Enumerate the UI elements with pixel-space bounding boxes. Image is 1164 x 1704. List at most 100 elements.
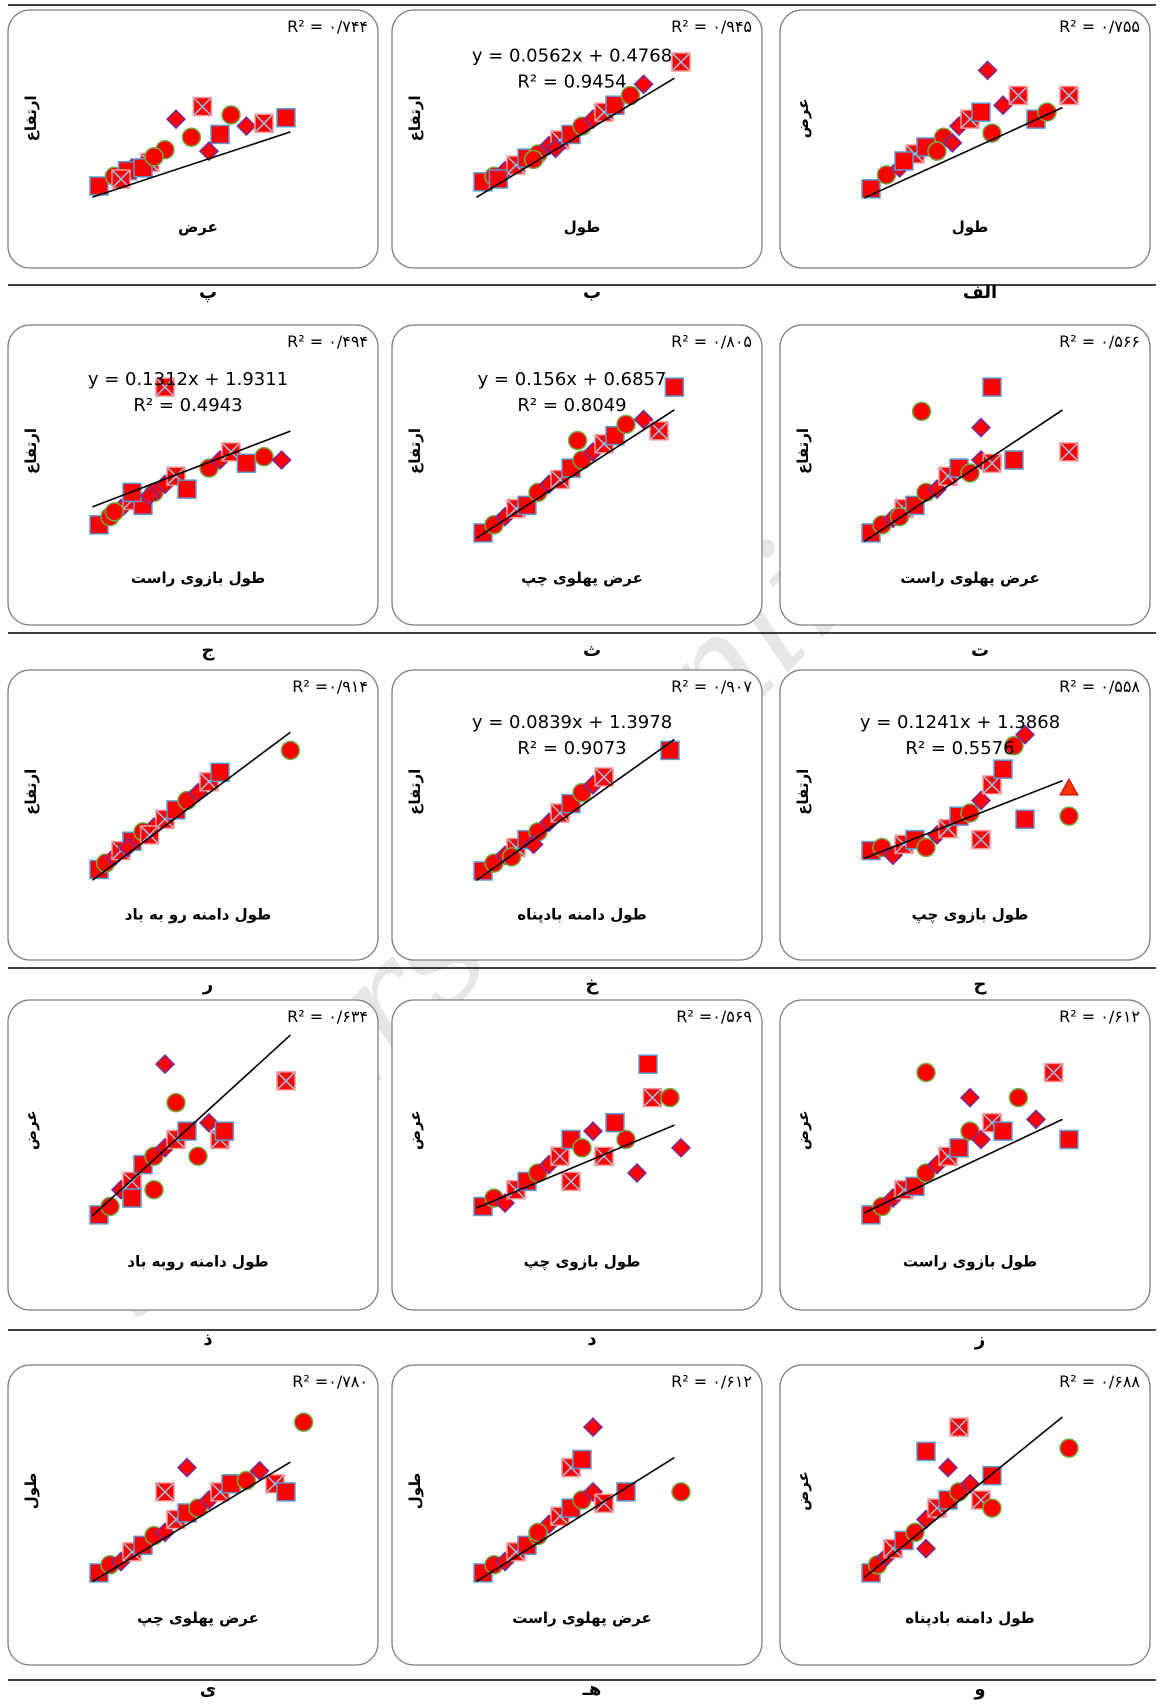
data-point — [1059, 777, 1079, 796]
chart-panel-he2: R² = ۰/۶۱۲ عرض پهلوی راست طول — [391, 1364, 763, 1666]
data-point — [927, 141, 947, 161]
chart-panel-ye: R² =۰/۷۸۰ عرض پهلوی چپ طول — [7, 1364, 379, 1666]
x-axis-label: طول بازوی چپ — [524, 1253, 641, 1272]
trend-equation: y = 0.156x + 0.6857 — [478, 369, 667, 390]
r-squared-label: R² = ۰/۶۳۴ — [287, 1007, 368, 1026]
data-point — [276, 1482, 296, 1502]
data-point — [254, 447, 274, 467]
panel-frame — [7, 324, 379, 626]
data-point — [176, 1457, 198, 1478]
data-point — [122, 1188, 142, 1208]
panel-caption: ر — [202, 974, 213, 995]
data-point — [670, 1137, 692, 1158]
trend-line — [863, 409, 1063, 542]
panel-caption: د — [587, 1329, 596, 1350]
data-point — [937, 1457, 959, 1478]
data-point — [915, 1538, 937, 1559]
trend-line — [864, 780, 1063, 860]
data-point — [616, 414, 636, 435]
panel-caption: ی — [200, 1679, 217, 1700]
data-point — [572, 1490, 592, 1510]
data-point — [605, 1113, 625, 1133]
data-point — [236, 116, 257, 137]
r-squared-label: R² = ۰/۵۵۸ — [1059, 677, 1140, 696]
x-axis-label: طول — [952, 218, 989, 236]
data-point — [198, 1112, 220, 1133]
data-point — [192, 96, 213, 117]
data-point — [236, 1470, 257, 1491]
panel-caption: ت — [971, 640, 989, 661]
data-point — [970, 1129, 992, 1150]
data-point — [633, 74, 654, 95]
y-axis-label: ارتفاع — [406, 95, 424, 141]
data-point — [977, 60, 998, 81]
data-point — [971, 102, 991, 122]
trend-line — [92, 430, 291, 508]
trend-line — [863, 1416, 1063, 1579]
data-point — [971, 829, 991, 850]
data-point — [139, 825, 160, 845]
data-point — [911, 401, 932, 422]
chart-panel-he: R² = ۰/۵۵۸ y = 0.1241x + 1.3868 R² = 0.557… — [779, 669, 1151, 961]
data-point — [181, 127, 202, 147]
data-point — [960, 1121, 980, 1141]
x-axis-label: عرض پهلوی چپ — [521, 569, 643, 588]
data-point — [188, 1146, 208, 1166]
trend-line — [864, 106, 1063, 199]
data-point — [144, 1179, 164, 1200]
data-point — [942, 132, 963, 153]
data-point — [1059, 85, 1079, 106]
trend-equation: y = 0.0562x + 0.4768 — [472, 46, 672, 67]
x-axis-label: عرض پهلوی چپ — [137, 1609, 259, 1628]
chart-panel-ze: R² = ۰/۶۱۲ طول بازوی راست عرض — [779, 999, 1151, 1311]
r-squared-label: R² = ۰/۵۶۶ — [1059, 332, 1140, 351]
data-point — [959, 1087, 981, 1108]
data-point — [894, 151, 914, 171]
data-point — [111, 169, 131, 189]
data-point — [916, 1163, 936, 1183]
data-point — [642, 1087, 663, 1108]
data-point — [177, 479, 197, 499]
data-point — [1014, 724, 1036, 745]
trend-line — [92, 131, 291, 198]
data-point — [166, 1092, 186, 1113]
panel-caption: ث — [583, 640, 601, 661]
data-point — [117, 837, 138, 858]
data-point — [1059, 1438, 1079, 1458]
y-axis-label: عرض — [22, 1110, 40, 1150]
panel-caption: خ — [586, 974, 599, 995]
y-axis-label: طول — [22, 1473, 40, 1510]
data-point — [210, 762, 230, 783]
chart-panel-dal: R² =۰/۵۶۹ طول بازوی چپ عرض — [391, 999, 763, 1311]
trend-equation-r2: R² = 0.5576 — [905, 738, 1014, 759]
data-point — [276, 1071, 296, 1091]
data-point — [177, 1121, 197, 1141]
panel-frame — [779, 1364, 1151, 1666]
y-axis-label: عرض — [794, 1471, 812, 1511]
data-point — [104, 502, 125, 522]
data-point — [1008, 1087, 1029, 1108]
panel-caption: الف — [963, 282, 997, 303]
chart-panel-be: R² = ۰/۹۴۵ y = 0.0562x + 0.4768 R² = 0.945… — [391, 9, 763, 269]
x-axis-label: عرض پهلوی راست — [900, 569, 1039, 588]
data-point — [982, 1498, 1002, 1518]
data-point — [970, 790, 992, 811]
r-squared-label: R² = ۰/۸۰۵ — [671, 332, 752, 351]
trend-equation-r2: R² = 0.8049 — [517, 395, 626, 416]
data-point — [1043, 1062, 1064, 1083]
data-point — [671, 1482, 691, 1502]
data-point — [155, 377, 175, 397]
data-point — [280, 740, 301, 761]
data-point — [214, 1121, 235, 1141]
chart-panel-je: R² = ۰/۴۹۴ y = 0.1312x + 1.9311 R² = 0.494… — [7, 324, 379, 626]
data-point — [916, 837, 936, 858]
data-point — [276, 107, 296, 128]
data-point — [633, 409, 654, 430]
data-point — [660, 1087, 680, 1108]
data-point — [144, 1146, 164, 1166]
r-squared-label: R² = ۰/۶۱۲ — [671, 1372, 752, 1391]
data-point — [916, 1062, 936, 1083]
data-point — [271, 449, 292, 471]
panel-frame — [779, 9, 1151, 269]
